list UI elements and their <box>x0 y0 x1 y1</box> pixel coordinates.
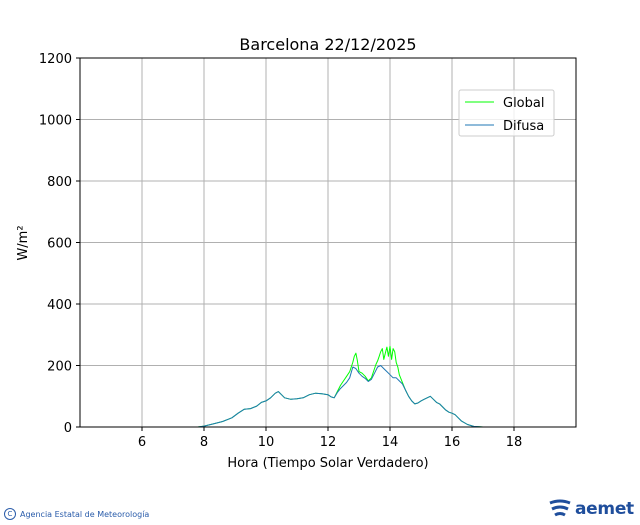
y-tick-label: 1000 <box>39 114 72 129</box>
x-tick-label: 14 <box>382 435 399 450</box>
x-tick-label: 12 <box>320 435 337 450</box>
agency-name: Agencia Estatal de Meteorología <box>20 509 150 519</box>
aemet-logo: aemet <box>548 498 634 520</box>
y-tick-label: 600 <box>47 237 72 252</box>
chart-title: Barcelona 22/12/2025 <box>239 35 416 54</box>
x-axis-label: Hora (Tiempo Solar Verdadero) <box>227 456 428 471</box>
plot-frame <box>79 57 577 428</box>
series-line-difusa <box>80 365 576 428</box>
copyright-icon: C <box>4 508 16 520</box>
x-tick-label: 18 <box>506 435 523 450</box>
aemet-logo-icon <box>549 499 571 517</box>
series-layer <box>80 345 576 428</box>
legend-label-global: Global <box>503 96 544 111</box>
legend: Global Difusa <box>458 89 555 137</box>
x-axis-ticks: 6 8 10 12 14 16 18 <box>138 427 522 450</box>
y-tick-label: 1200 <box>39 52 72 67</box>
y-tick-label: 200 <box>47 360 72 375</box>
aemet-logo-text: aemet <box>575 499 634 519</box>
x-tick-label: 16 <box>444 435 461 450</box>
agency-credit: C Agencia Estatal de Meteorología <box>4 507 149 521</box>
x-tick-label: 10 <box>258 435 275 450</box>
y-tick-label: 400 <box>47 298 72 313</box>
x-tick-label: 8 <box>200 435 208 450</box>
y-tick-label: 800 <box>47 175 72 190</box>
y-tick-label: 0 <box>64 421 72 436</box>
y-axis-label: W/m² <box>16 225 31 260</box>
legend-label-difusa: Difusa <box>503 119 544 134</box>
x-tick-label: 6 <box>138 435 146 450</box>
y-axis-ticks: 0 200 400 600 800 1000 1200 <box>39 52 80 436</box>
